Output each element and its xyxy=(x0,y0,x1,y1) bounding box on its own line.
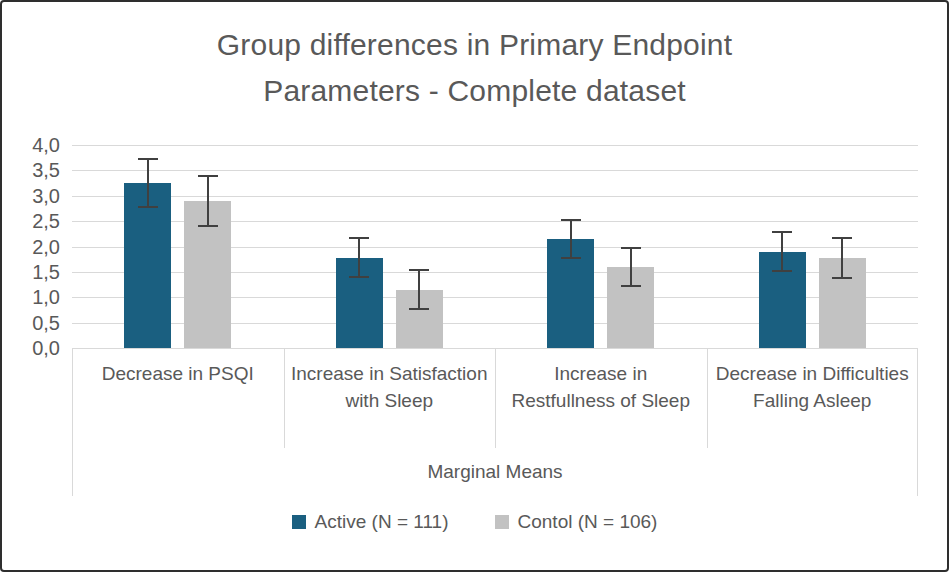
category-label: Decrease in Difficulties Falling Asleep xyxy=(713,360,913,414)
x-axis-label: Marginal Means xyxy=(72,461,918,483)
error-bar-cap-top xyxy=(409,269,429,271)
legend-swatch-control xyxy=(495,515,509,529)
y-tick-label: 1,5 xyxy=(2,260,60,284)
error-bar-cap-top xyxy=(138,158,158,160)
y-tick-label: 3,5 xyxy=(2,158,60,182)
category-separator xyxy=(495,348,496,448)
legend-item-control: Contol (N = 106) xyxy=(495,511,658,533)
error-bar-cap-bottom xyxy=(198,225,218,227)
legend-item-active: Active (N = 111) xyxy=(292,511,449,533)
category-label: Decrease in PSQI xyxy=(78,360,278,387)
error-bar-cap-top xyxy=(198,175,218,177)
legend-label-control: Contol (N = 106) xyxy=(518,511,658,533)
gridline xyxy=(72,170,918,171)
chart-title-line2: Parameters - Complete dataset xyxy=(2,68,947,114)
category-separator xyxy=(707,348,708,448)
chart-title: Group differences in Primary Endpoint Pa… xyxy=(2,22,947,114)
legend-swatch-active xyxy=(292,515,306,529)
error-bar-cap-bottom xyxy=(621,285,641,287)
chart-figure: Group differences in Primary Endpoint Pa… xyxy=(0,0,949,572)
gridline xyxy=(72,145,918,146)
y-tick-label: 0,5 xyxy=(2,311,60,335)
gridline xyxy=(72,196,918,197)
error-bar-cap-top xyxy=(772,231,792,233)
error-bar-cap-bottom xyxy=(138,206,158,208)
error-bar-line xyxy=(207,176,209,226)
error-bar-line xyxy=(781,232,783,272)
error-bar-line xyxy=(418,270,420,309)
y-tick-label: 2,5 xyxy=(2,209,60,233)
error-bar-cap-top xyxy=(349,237,369,239)
y-tick-label: 0,0 xyxy=(2,336,60,360)
error-bar-cap-bottom xyxy=(349,276,369,278)
error-bar-line xyxy=(630,248,632,287)
chart-title-line1: Group differences in Primary Endpoint xyxy=(2,22,947,68)
legend-label-active: Active (N = 111) xyxy=(315,511,449,533)
y-tick-label: 1,0 xyxy=(2,285,60,309)
error-bar-line xyxy=(147,159,149,207)
category-label: Increase in Restfullness of Sleep xyxy=(501,360,701,414)
y-tick-label: 4,0 xyxy=(2,133,60,157)
legend: Active (N = 111) Contol (N = 106) xyxy=(2,511,947,533)
y-tick-label: 2,0 xyxy=(2,235,60,259)
error-bar-cap-bottom xyxy=(832,277,852,279)
error-bar-cap-bottom xyxy=(561,257,581,259)
error-bar-line xyxy=(358,238,360,277)
error-bar-line xyxy=(841,238,843,278)
error-bar-cap-top xyxy=(621,247,641,249)
error-bar-cap-bottom xyxy=(772,270,792,272)
category-label: Increase in Satisfaction with Sleep xyxy=(290,360,490,414)
error-bar-cap-top xyxy=(832,237,852,239)
y-tick-label: 3,0 xyxy=(2,184,60,208)
error-bar-cap-bottom xyxy=(409,308,429,310)
error-bar-line xyxy=(570,220,572,258)
error-bar-cap-top xyxy=(561,219,581,221)
category-separator xyxy=(284,348,285,448)
